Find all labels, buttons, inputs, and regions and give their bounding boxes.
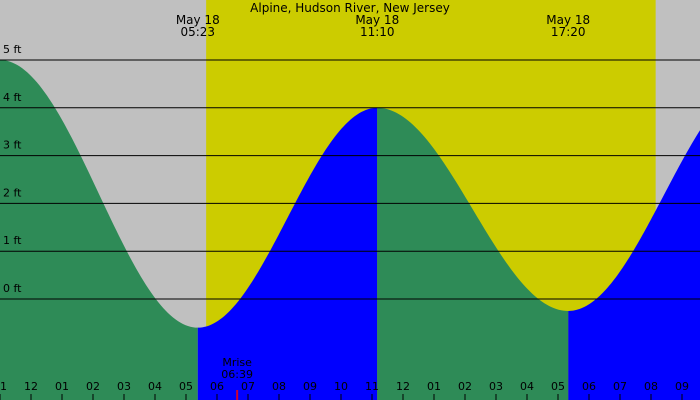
event-time-label: 11:10 (360, 25, 395, 39)
ebb-tide-area (0, 60, 198, 400)
x-tick-label: 05 (551, 380, 565, 393)
x-tick-label: 11 (0, 380, 7, 393)
y-tick-label: 5 ft (3, 43, 22, 56)
x-tick-label: 06 (582, 380, 596, 393)
y-tick-label: 2 ft (3, 186, 22, 199)
x-axis-labels: 11 12 01 02 03 04 05 06 07 08 09 10 11 12 01 02 03 04 05 06… (0, 380, 689, 400)
event-date-label: May 18 (355, 13, 399, 27)
x-tick-label: 01 (427, 380, 441, 393)
moonrise-label: Mrise (222, 356, 252, 369)
y-axis-labels: 0 ft 1 ft 2 ft 3 ft 4 ft 5 ft (3, 43, 22, 295)
x-tick-label: 11 (365, 380, 379, 393)
x-tick-label: 08 (644, 380, 658, 393)
x-tick-label: 06 (210, 380, 224, 393)
x-tick-label: 04 (148, 380, 162, 393)
x-tick-label: 05 (179, 380, 193, 393)
moonrise-time: 06:39 (221, 368, 253, 381)
x-tick-label: 03 (117, 380, 131, 393)
event-time-label: 05:23 (180, 25, 215, 39)
y-tick-label: 3 ft (3, 139, 22, 152)
x-tick-label: 07 (241, 380, 255, 393)
chart-title: Alpine, Hudson River, New Jersey (250, 1, 450, 15)
x-tick-label: 09 (675, 380, 689, 393)
event-date-label: May 18 (546, 13, 590, 27)
x-tick-label: 10 (334, 380, 348, 393)
tide-areas (0, 60, 700, 400)
x-tick-label: 01 (55, 380, 69, 393)
x-tick-label: 07 (613, 380, 627, 393)
x-tick-label: 04 (520, 380, 534, 393)
y-tick-label: 0 ft (3, 282, 22, 295)
ebb-tide-area (377, 107, 569, 400)
x-tick-label: 02 (86, 380, 100, 393)
x-tick-label: 08 (272, 380, 286, 393)
x-tick-label: 12 (396, 380, 410, 393)
y-tick-label: 4 ft (3, 91, 22, 104)
flood-tide-area (568, 130, 700, 400)
event-time-label: 17:20 (551, 25, 586, 39)
flood-tide-area (197, 107, 378, 400)
event-date-label: May 18 (176, 13, 220, 27)
x-tick-label: 03 (489, 380, 503, 393)
height-gridlines (0, 59, 700, 300)
x-tick-label: 12 (24, 380, 38, 393)
y-tick-label: 1 ft (3, 234, 22, 247)
x-tick-label: 09 (303, 380, 317, 393)
x-tick-label: 02 (458, 380, 472, 393)
